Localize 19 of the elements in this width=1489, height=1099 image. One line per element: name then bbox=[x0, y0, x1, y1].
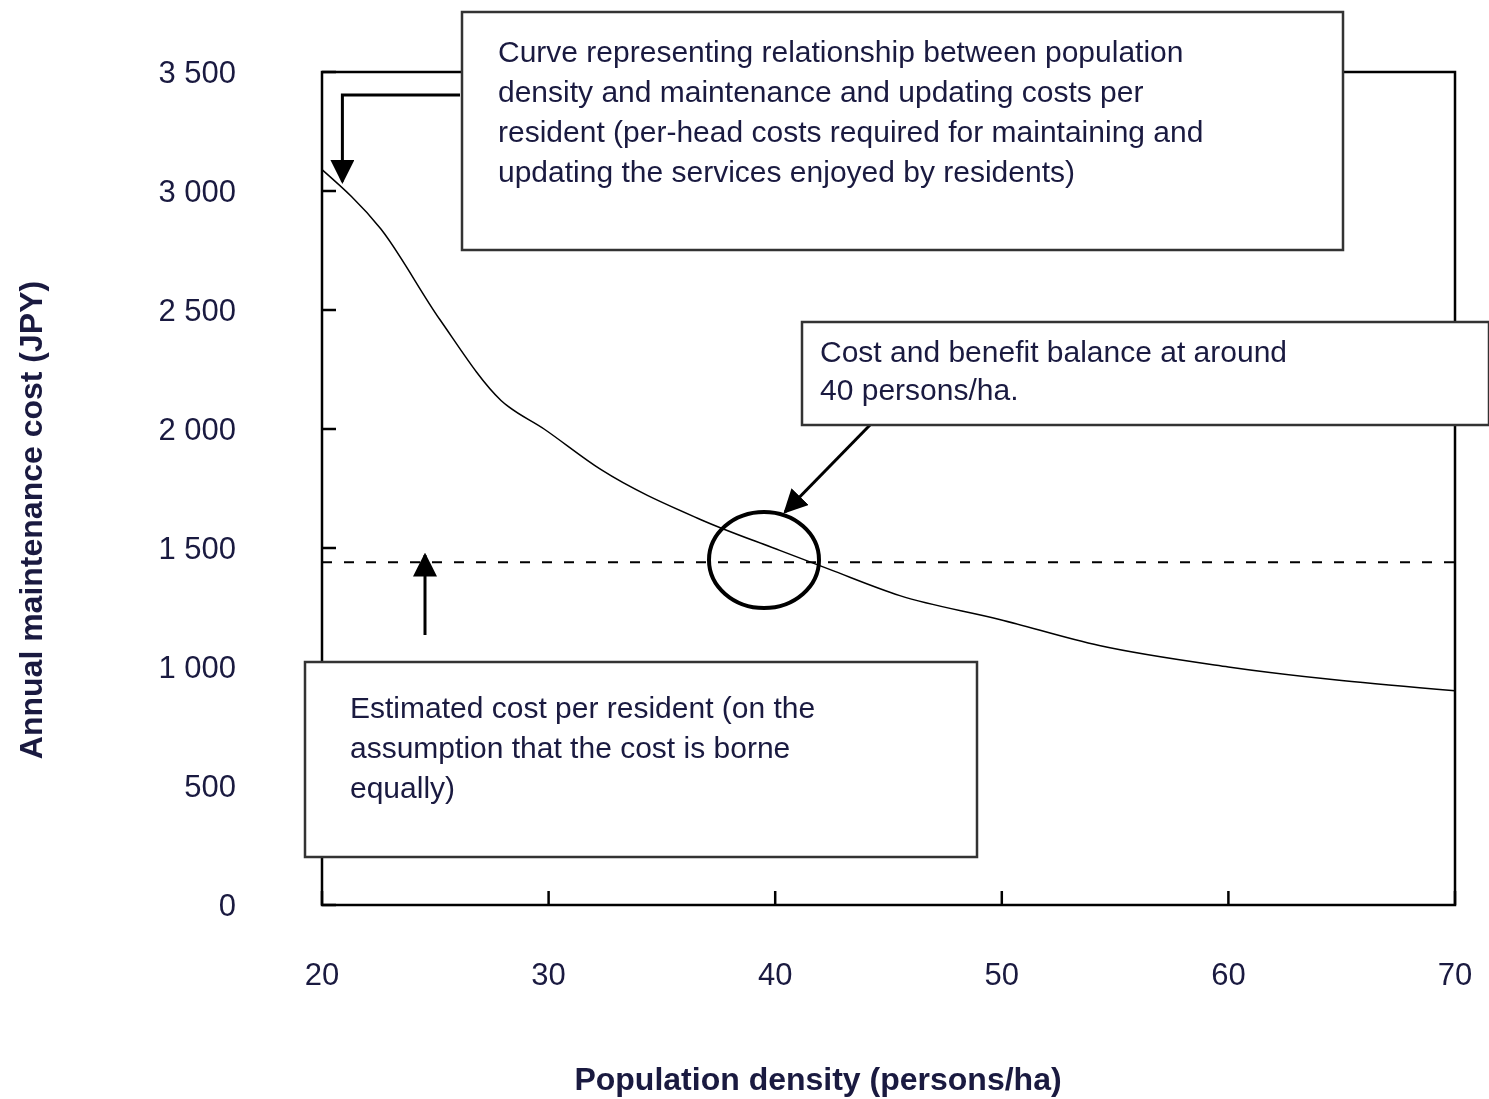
y-tick-label: 500 bbox=[184, 768, 236, 804]
x-axis-title: Population density (persons/ha) bbox=[574, 1061, 1062, 1097]
y-tick-label: 2 500 bbox=[158, 292, 236, 328]
x-tick-label: 30 bbox=[531, 957, 566, 992]
x-tick-label: 20 bbox=[304, 957, 340, 992]
x-tick-label: 60 bbox=[1211, 957, 1246, 992]
y-tick-label: 2 000 bbox=[158, 411, 236, 447]
annotation: Curve representing relationship between population density and maintenance and updating costs per resident (per-head costs required for maintaining and updating the services enjoyed by residents) bbox=[498, 35, 1204, 188]
y-tick-label: 1 000 bbox=[158, 649, 236, 685]
annotation: Cost and benefit balance at around 40 persons/ha. bbox=[820, 335, 1288, 406]
x-tick-label: 70 bbox=[1437, 957, 1473, 992]
y-tick-label: 0 bbox=[218, 887, 236, 923]
annotation: Estimated cost per resident (on the assumption that the cost is borne equally) bbox=[350, 691, 816, 804]
y-tick-label: 3 000 bbox=[158, 173, 236, 209]
y-tick-label: 3 500 bbox=[158, 54, 236, 90]
y-tick-label: 1 500 bbox=[158, 530, 236, 566]
x-tick-label: 40 bbox=[757, 957, 793, 992]
x-tick-label: 50 bbox=[984, 957, 1020, 992]
y-axis-title: Annual maintenance cost (JPY) bbox=[13, 280, 49, 760]
